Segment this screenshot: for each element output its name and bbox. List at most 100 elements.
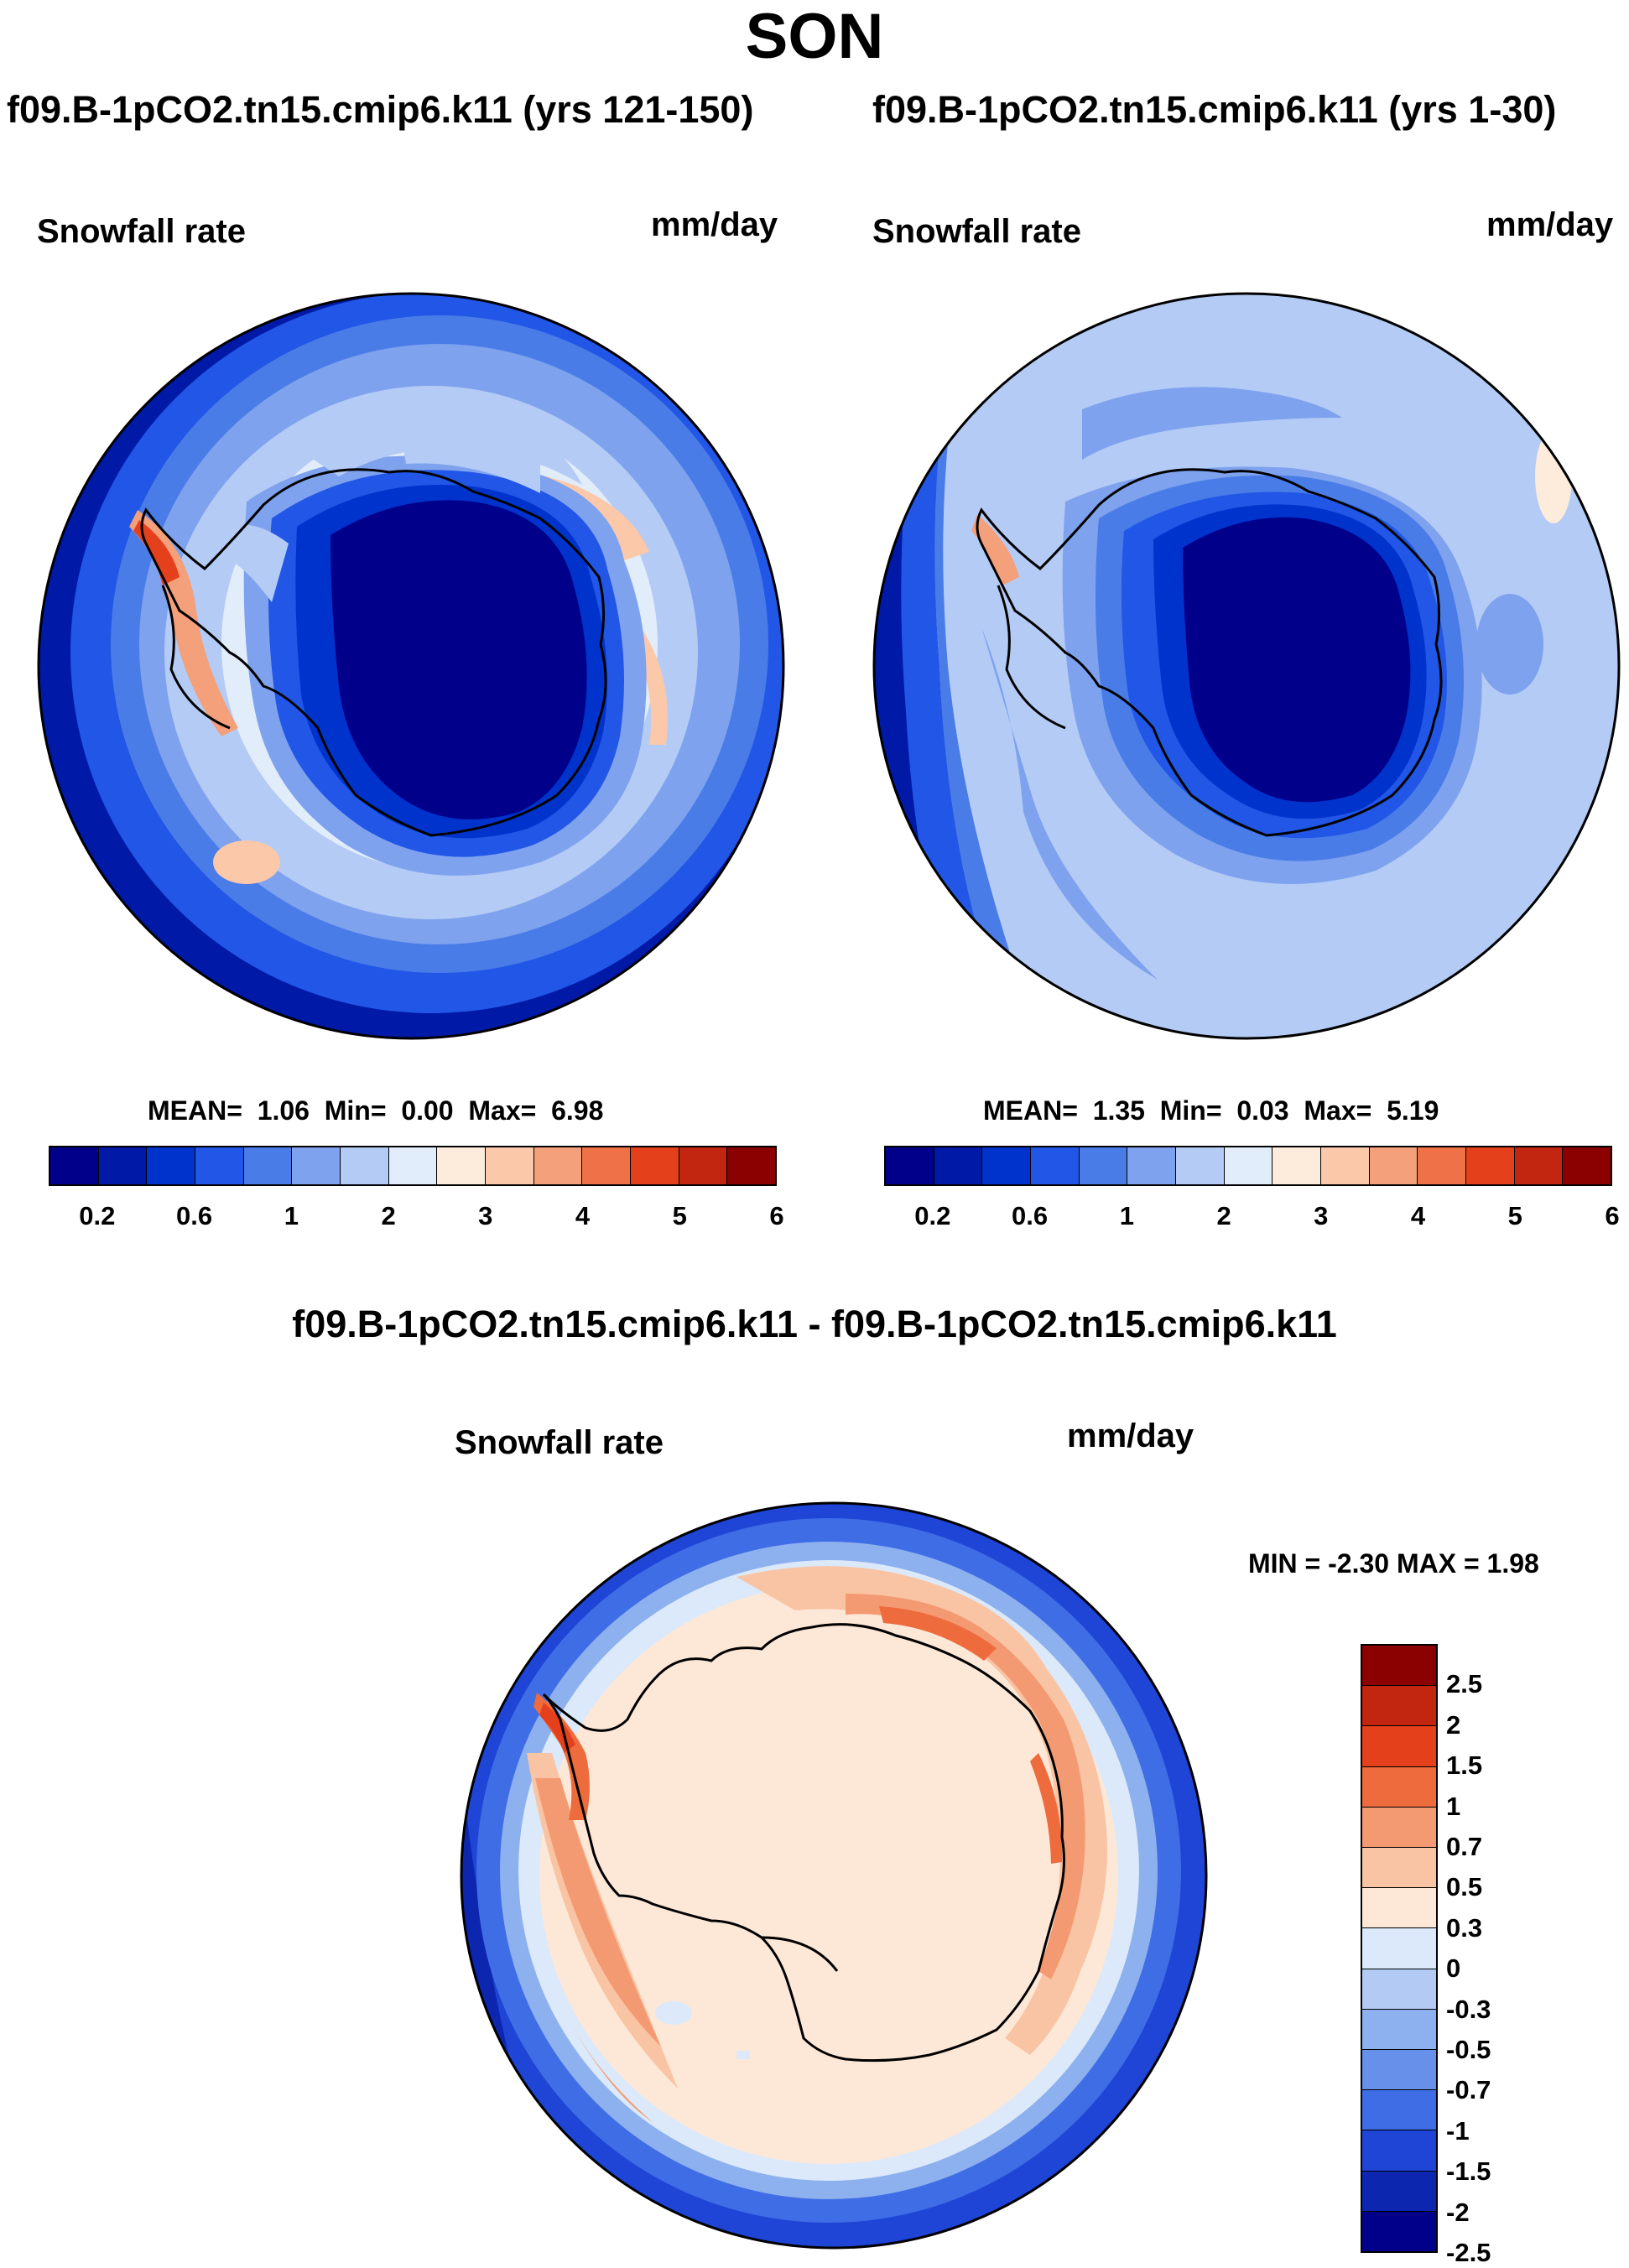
figure-title: SON [745,1,884,72]
max-value: 5.19 [1387,1095,1439,1126]
colorbar-tick-label: 3 [1314,1201,1329,1230]
colorbar-swatch [727,1147,776,1184]
colorbar-swatch [934,1147,983,1184]
colorbar-swatch [1362,1928,1436,1969]
colorbar-tick-label: 0.7 [1446,1832,1483,1861]
colorbar-swatch [1127,1147,1177,1184]
min-label: Min= [324,1095,387,1126]
colorbar-swatch [1079,1147,1128,1184]
colorbar-swatch [1466,1147,1515,1184]
colorbar-swatch [1224,1147,1273,1184]
mean-value: 1.35 [1092,1095,1145,1126]
colorbar-swatch [292,1147,341,1184]
colorbar-swatch [388,1147,438,1184]
colorbar-swatch [98,1147,148,1184]
max-value: 6.98 [551,1095,604,1126]
colorbar-tick-label: -2 [1446,2197,1470,2227]
colorbar-swatch [1563,1147,1611,1184]
colorbar-swatch [533,1147,583,1184]
max-label: Max= [468,1095,537,1126]
colorbar-swatch [679,1147,728,1184]
colorbar-tick-label: -1.5 [1446,2156,1491,2187]
colorbar-swatch [243,1147,293,1184]
colorbar-swatch [1514,1147,1564,1184]
colorbar-tick-label: 1 [284,1201,299,1230]
colorbar-tick-label: 0 [1446,1953,1461,1984]
units-label-left: mm/day [651,206,778,243]
colorbar-tick-label: 2 [1216,1201,1231,1230]
colorbar-tick-label: 0.6 [176,1201,213,1230]
min-value: 0.03 [1236,1095,1289,1126]
colorbar-tick-label: -0.7 [1446,2075,1491,2105]
colorbar-swatch [1321,1147,1370,1184]
colorbar-swatch [1362,1807,1436,1849]
colorbar-tick-label: 2 [1446,1709,1461,1740]
colorbar-tick-label: 6 [1605,1201,1620,1230]
colorbar-tick-label: 1 [1446,1791,1461,1821]
colorbar-swatch [1362,2009,1436,2051]
colorbar-swatch [1362,1969,1436,2010]
diff-variable-label: Snowfall rate [455,1424,664,1461]
colorbar-swatch [486,1147,534,1184]
variable-label-left: Snowfall rate [37,213,246,250]
colorbar-diff [1361,1644,1438,2253]
colorbar-tick-label: 0.6 [1012,1201,1049,1230]
colorbar-swatch [1362,2090,1436,2131]
panel-title-left: f09.B-1pCO2.tn15.cmip6.k11 (yrs 121-150) [7,88,754,131]
colorbar-swatch [1362,1888,1436,1929]
colorbar-swatch [1362,1646,1436,1687]
colorbar-swatch [1362,2050,1436,2091]
colorbar-swatch [631,1147,679,1184]
colorbar-tick-label: -0.5 [1446,2035,1491,2064]
diff-minmax: MIN = -2.30 MAX = 1.98 [1248,1548,1539,1579]
colorbar-swatch [1031,1147,1080,1184]
colorbar-swatch [1362,1848,1436,1889]
colorbar-tick-label: -2.5 [1446,2238,1491,2267]
polar-map-right [872,292,1621,1040]
colorbar-tick-label: 5 [672,1201,687,1230]
colorbar-swatch [1362,2171,1436,2212]
colorbar-swatch [1272,1147,1322,1184]
colorbar-swatch [1362,1686,1436,1727]
colorbar-tick-label: 0.3 [1446,1912,1483,1943]
stats-right: MEAN= 1.35 Min= 0.03 Max= 5.19 [983,1097,1439,1124]
max-label: Max= [1304,1095,1372,1126]
colorbar-tick-label: 2 [381,1201,396,1230]
polar-map-left [37,292,785,1040]
diff-units-label: mm/day [1067,1418,1194,1454]
colorbar-swatch [437,1147,487,1184]
colorbar-tick-label: 0.2 [914,1201,951,1230]
colorbar-tick-label: 0.2 [79,1201,116,1230]
colorbar-swatch [1362,1726,1436,1767]
colorbar-tick-label: 2.5 [1446,1669,1483,1699]
min-value: 0.00 [401,1095,454,1126]
mean-label: MEAN= [148,1095,242,1126]
stats-left: MEAN= 1.06 Min= 0.00 Max= 6.98 [148,1097,603,1124]
units-label-right: mm/day [1486,206,1614,243]
panel-title-right: f09.B-1pCO2.tn15.cmip6.k11 (yrs 1-30) [872,88,1557,131]
colorbar-swatch [1369,1147,1418,1184]
colorbar-swatch [147,1147,196,1184]
colorbar-swatch [50,1147,99,1184]
colorbar-tick-label: 1.5 [1446,1750,1483,1781]
colorbar-left [49,1146,777,1186]
mean-label: MEAN= [983,1095,1078,1126]
colorbar-swatch [886,1147,934,1184]
colorbar-tick-label: 1 [1119,1201,1134,1230]
colorbar-swatch [1176,1147,1225,1184]
min-label: Min= [1159,1095,1222,1126]
colorbar-swatch [341,1147,389,1184]
colorbar-swatch [582,1147,632,1184]
colorbar-swatch [195,1147,244,1184]
colorbar-swatch [1362,2130,1436,2172]
diff-title: f09.B-1pCO2.tn15.cmip6.k11 - f09.B-1pCO2… [292,1303,1337,1345]
variable-label-right: Snowfall rate [872,213,1081,250]
colorbar-tick-label: 0.5 [1446,1872,1483,1902]
polar-map-diff [460,1501,1208,2250]
colorbar-tick-label: 4 [1410,1201,1426,1230]
colorbar-tick-label: -0.3 [1446,1994,1491,2024]
colorbar-swatch [1362,1766,1436,1808]
colorbar-swatch [1362,2211,1436,2252]
colorbar-right [884,1146,1612,1186]
colorbar-tick-label: 6 [769,1201,784,1230]
